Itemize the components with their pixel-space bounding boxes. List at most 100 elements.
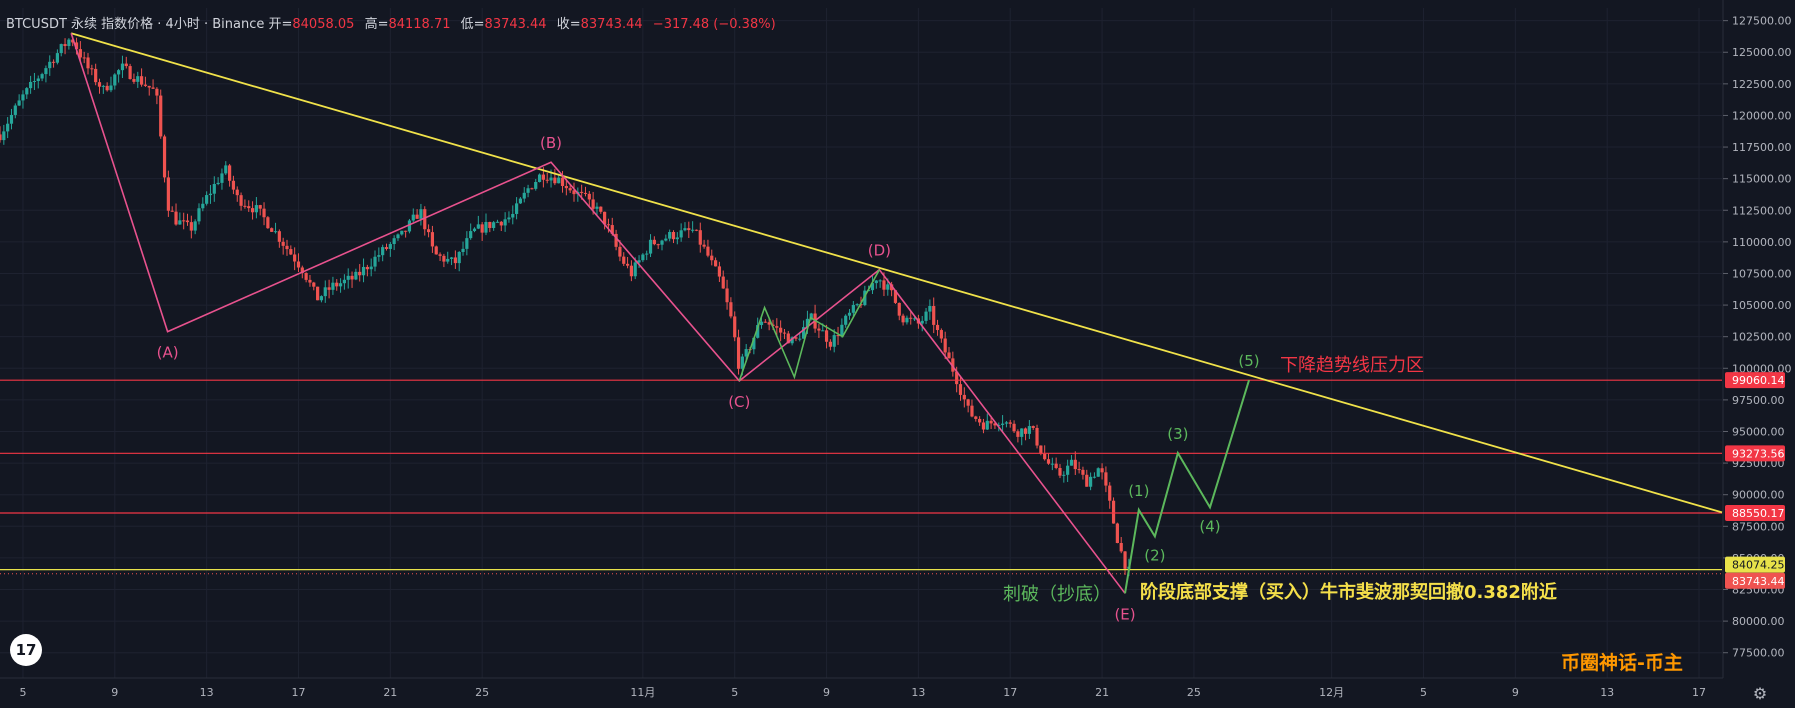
candle-body [235, 189, 239, 196]
candle-body [331, 282, 335, 290]
time-tick-label: 9 [111, 686, 118, 699]
candle-body [893, 290, 898, 303]
time-tick-label: 21 [383, 686, 397, 699]
candle-body [924, 311, 928, 321]
candle-body [258, 205, 262, 209]
gear-icon[interactable]: ⚙ [1752, 684, 1768, 703]
time-tick-label: 9 [823, 686, 830, 699]
candle-body [461, 248, 465, 252]
time-tick-label: 17 [1692, 686, 1706, 699]
candle-body [63, 44, 67, 47]
candle-body [342, 279, 346, 284]
candle-body [201, 203, 205, 209]
candle-body [583, 192, 588, 194]
candle-body [645, 253, 649, 255]
candle-body [492, 222, 496, 228]
candle-body [966, 399, 970, 406]
candle-body [1089, 476, 1093, 487]
candle-body [143, 84, 148, 86]
open-value: 84058.05 [292, 17, 355, 32]
candle-body [840, 324, 844, 337]
time-tick-label: 11月 [630, 686, 655, 699]
candle-body [1115, 523, 1119, 543]
candle-body [358, 271, 362, 276]
candle-body [327, 287, 331, 290]
candle-body [717, 266, 722, 277]
time-tick-label: 21 [1095, 686, 1109, 699]
resistance-annotation: 下降趋势线压力区 [1280, 355, 1424, 376]
high-value: 84118.71 [388, 17, 451, 32]
candle-body [534, 182, 538, 189]
candle-body [1000, 423, 1005, 425]
candle-body [641, 254, 645, 261]
low-label: 低= [460, 17, 485, 32]
candle-body [17, 100, 21, 106]
candle-body [993, 423, 997, 426]
time-tick-label: 25 [475, 686, 489, 699]
candle-body [625, 263, 630, 266]
wave-label-e: (E) [1114, 605, 1135, 623]
candle-body [629, 265, 633, 277]
time-tick-label: 9 [1512, 686, 1519, 699]
candle-body [618, 246, 622, 257]
candle-body [109, 85, 113, 91]
price-tick-label: 87500.00 [1732, 520, 1785, 533]
candle-body [997, 424, 1001, 426]
candle-body [2, 131, 6, 141]
candle-body [1039, 445, 1043, 454]
candle-body [958, 384, 963, 395]
candle-body [851, 304, 855, 313]
candle-body [346, 275, 350, 280]
candle-body [270, 228, 274, 232]
abcde-wave-line [70, 33, 1126, 594]
candle-body [323, 287, 327, 297]
support-annotation: 阶段底部支撑（买入）牛市斐波那契回撤0.382附近 [1140, 581, 1557, 603]
candle-body [878, 280, 882, 282]
candle-body [434, 246, 438, 255]
candle-body [247, 206, 251, 209]
candle-body [721, 276, 725, 289]
candle-body [185, 220, 190, 223]
candle-body [361, 266, 366, 276]
price-tag-84074.25: 84074.25 [1732, 559, 1785, 572]
candle-body [679, 230, 683, 238]
wave-label-a: (A) [157, 344, 179, 362]
candle-body [786, 333, 790, 344]
candle-body [262, 208, 266, 218]
change-value: −317.48 (−0.38%) [652, 17, 776, 32]
candle-body [499, 221, 503, 226]
candle-body [694, 229, 699, 231]
candle-body [526, 188, 530, 193]
candle-body [503, 219, 507, 226]
candle-body [935, 324, 940, 331]
candle-body [170, 210, 174, 212]
tradingview-logo-icon[interactable]: 17 [10, 634, 42, 666]
candle-body [438, 254, 442, 256]
low-value: 83743.44 [484, 17, 547, 32]
candle-body [702, 244, 706, 247]
candle-body [549, 177, 553, 181]
candle-body [905, 317, 909, 323]
candle-body [668, 232, 672, 239]
candle-body [32, 81, 37, 83]
candle-body [189, 222, 193, 231]
time-tick-label: 17 [291, 686, 305, 699]
candle-body [488, 221, 492, 228]
candle-body [128, 66, 132, 80]
candle-body [1027, 426, 1031, 434]
brand-watermark: 币圈神话-币主 [1561, 652, 1683, 674]
candle-body [453, 257, 457, 264]
candle-body [36, 78, 40, 82]
candle-body [1092, 476, 1097, 478]
candle-body [365, 266, 369, 270]
candle-body [886, 284, 890, 290]
candle-body [239, 195, 243, 206]
symbol-title[interactable]: BTCUSDT 永续 指数价格 · 4小时 · Binance [6, 17, 265, 32]
price-axis-background [1723, 0, 1795, 708]
candle-body [101, 85, 105, 87]
candle-body [652, 239, 656, 245]
candle-body [48, 61, 52, 69]
candle-body [1123, 551, 1127, 569]
price-tag-99060.14-bg [1725, 372, 1785, 389]
